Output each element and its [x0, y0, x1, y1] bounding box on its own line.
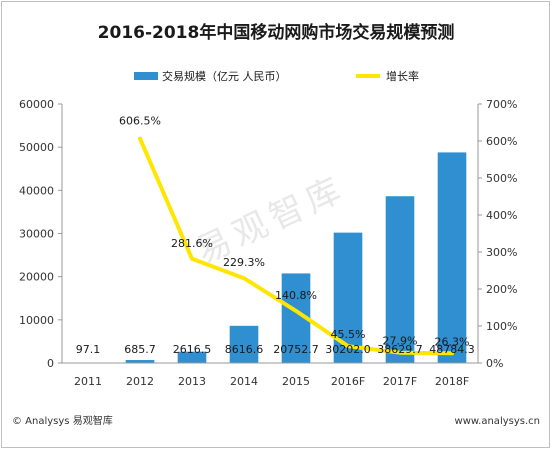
- y-left-tick-label: 30000: [19, 228, 54, 241]
- x-tick-label: 2012: [126, 375, 154, 388]
- bar-value-label: 97.1: [76, 343, 101, 356]
- bar-value-label: 20752.7: [273, 343, 319, 356]
- legend-label-bars: 交易规模（亿元 人民币）: [162, 69, 287, 83]
- legend-swatch-bars: [134, 72, 158, 80]
- x-tick-label: 2016F: [331, 375, 365, 388]
- plot-area: 0 10000 20000 30000 40000 50000 60000 0% 100% 200…: [19, 98, 517, 388]
- chart-title: 2016-2018年中国移动网购市场交易规模预测: [98, 22, 455, 43]
- bar: [437, 152, 467, 363]
- x-tick-label: 2014: [230, 375, 258, 388]
- x-tick-label: 2013: [178, 375, 206, 388]
- growth-rate-line: [138, 136, 454, 356]
- footer-url: www.analysys.cn: [455, 416, 540, 427]
- growth-rate-label: 229.3%: [223, 256, 265, 269]
- y-right-tick-label: 700%: [486, 98, 517, 111]
- bar: [229, 325, 259, 363]
- y-left-tick-label: 10000: [19, 314, 54, 327]
- y-left-tick-label: 20000: [19, 271, 54, 284]
- x-tick-label: 2017F: [383, 375, 417, 388]
- x-tick-label: 2015: [282, 375, 310, 388]
- footer-source: © Analysys 易观智库: [12, 414, 113, 427]
- y-right-tick-label: 600%: [486, 135, 517, 148]
- growth-rate-label: 27.9%: [383, 335, 418, 348]
- growth-rate-label: 45.5%: [331, 328, 366, 341]
- y-left-tick-label: 0: [47, 357, 54, 370]
- y-right-tick-label: 100%: [486, 320, 517, 333]
- bar: [125, 360, 155, 363]
- watermark: 易观智库: [190, 168, 352, 272]
- x-tick-label: 2018F: [435, 375, 469, 388]
- y-left-tick-label: 60000: [19, 98, 54, 111]
- bar-value-label: 30202.0: [325, 343, 371, 356]
- bar: [385, 196, 415, 363]
- bar-value-label: 685.7: [124, 343, 156, 356]
- bar-value-label: 38629.7: [377, 343, 423, 356]
- legend: 交易规模（亿元 人民币） 增长率: [134, 69, 419, 83]
- bar: [177, 351, 207, 363]
- y-right-tick-label: 200%: [486, 283, 517, 296]
- growth-rate-label: 281.6%: [171, 237, 213, 250]
- y-right-tick-label: 500%: [486, 172, 517, 185]
- bar-value-label: 2616.5: [173, 343, 212, 356]
- bar-value-label: 48784.3: [429, 343, 475, 356]
- growth-rate-label: 606.5%: [119, 115, 161, 128]
- y-left-tick-label: 50000: [19, 141, 54, 154]
- y-right-tick-label: 300%: [486, 246, 517, 259]
- x-tick-label: 2011: [74, 375, 102, 388]
- legend-label-line: 增长率: [386, 69, 419, 83]
- y-right-tick-label: 0%: [486, 357, 503, 370]
- y-right-tick-label: 400%: [486, 209, 517, 222]
- growth-rate-label: 140.8%: [275, 289, 317, 302]
- growth-rate-label: 26.3%: [435, 335, 470, 348]
- y-left-tick-label: 40000: [19, 184, 54, 197]
- bar-value-label: 8616.6: [225, 343, 264, 356]
